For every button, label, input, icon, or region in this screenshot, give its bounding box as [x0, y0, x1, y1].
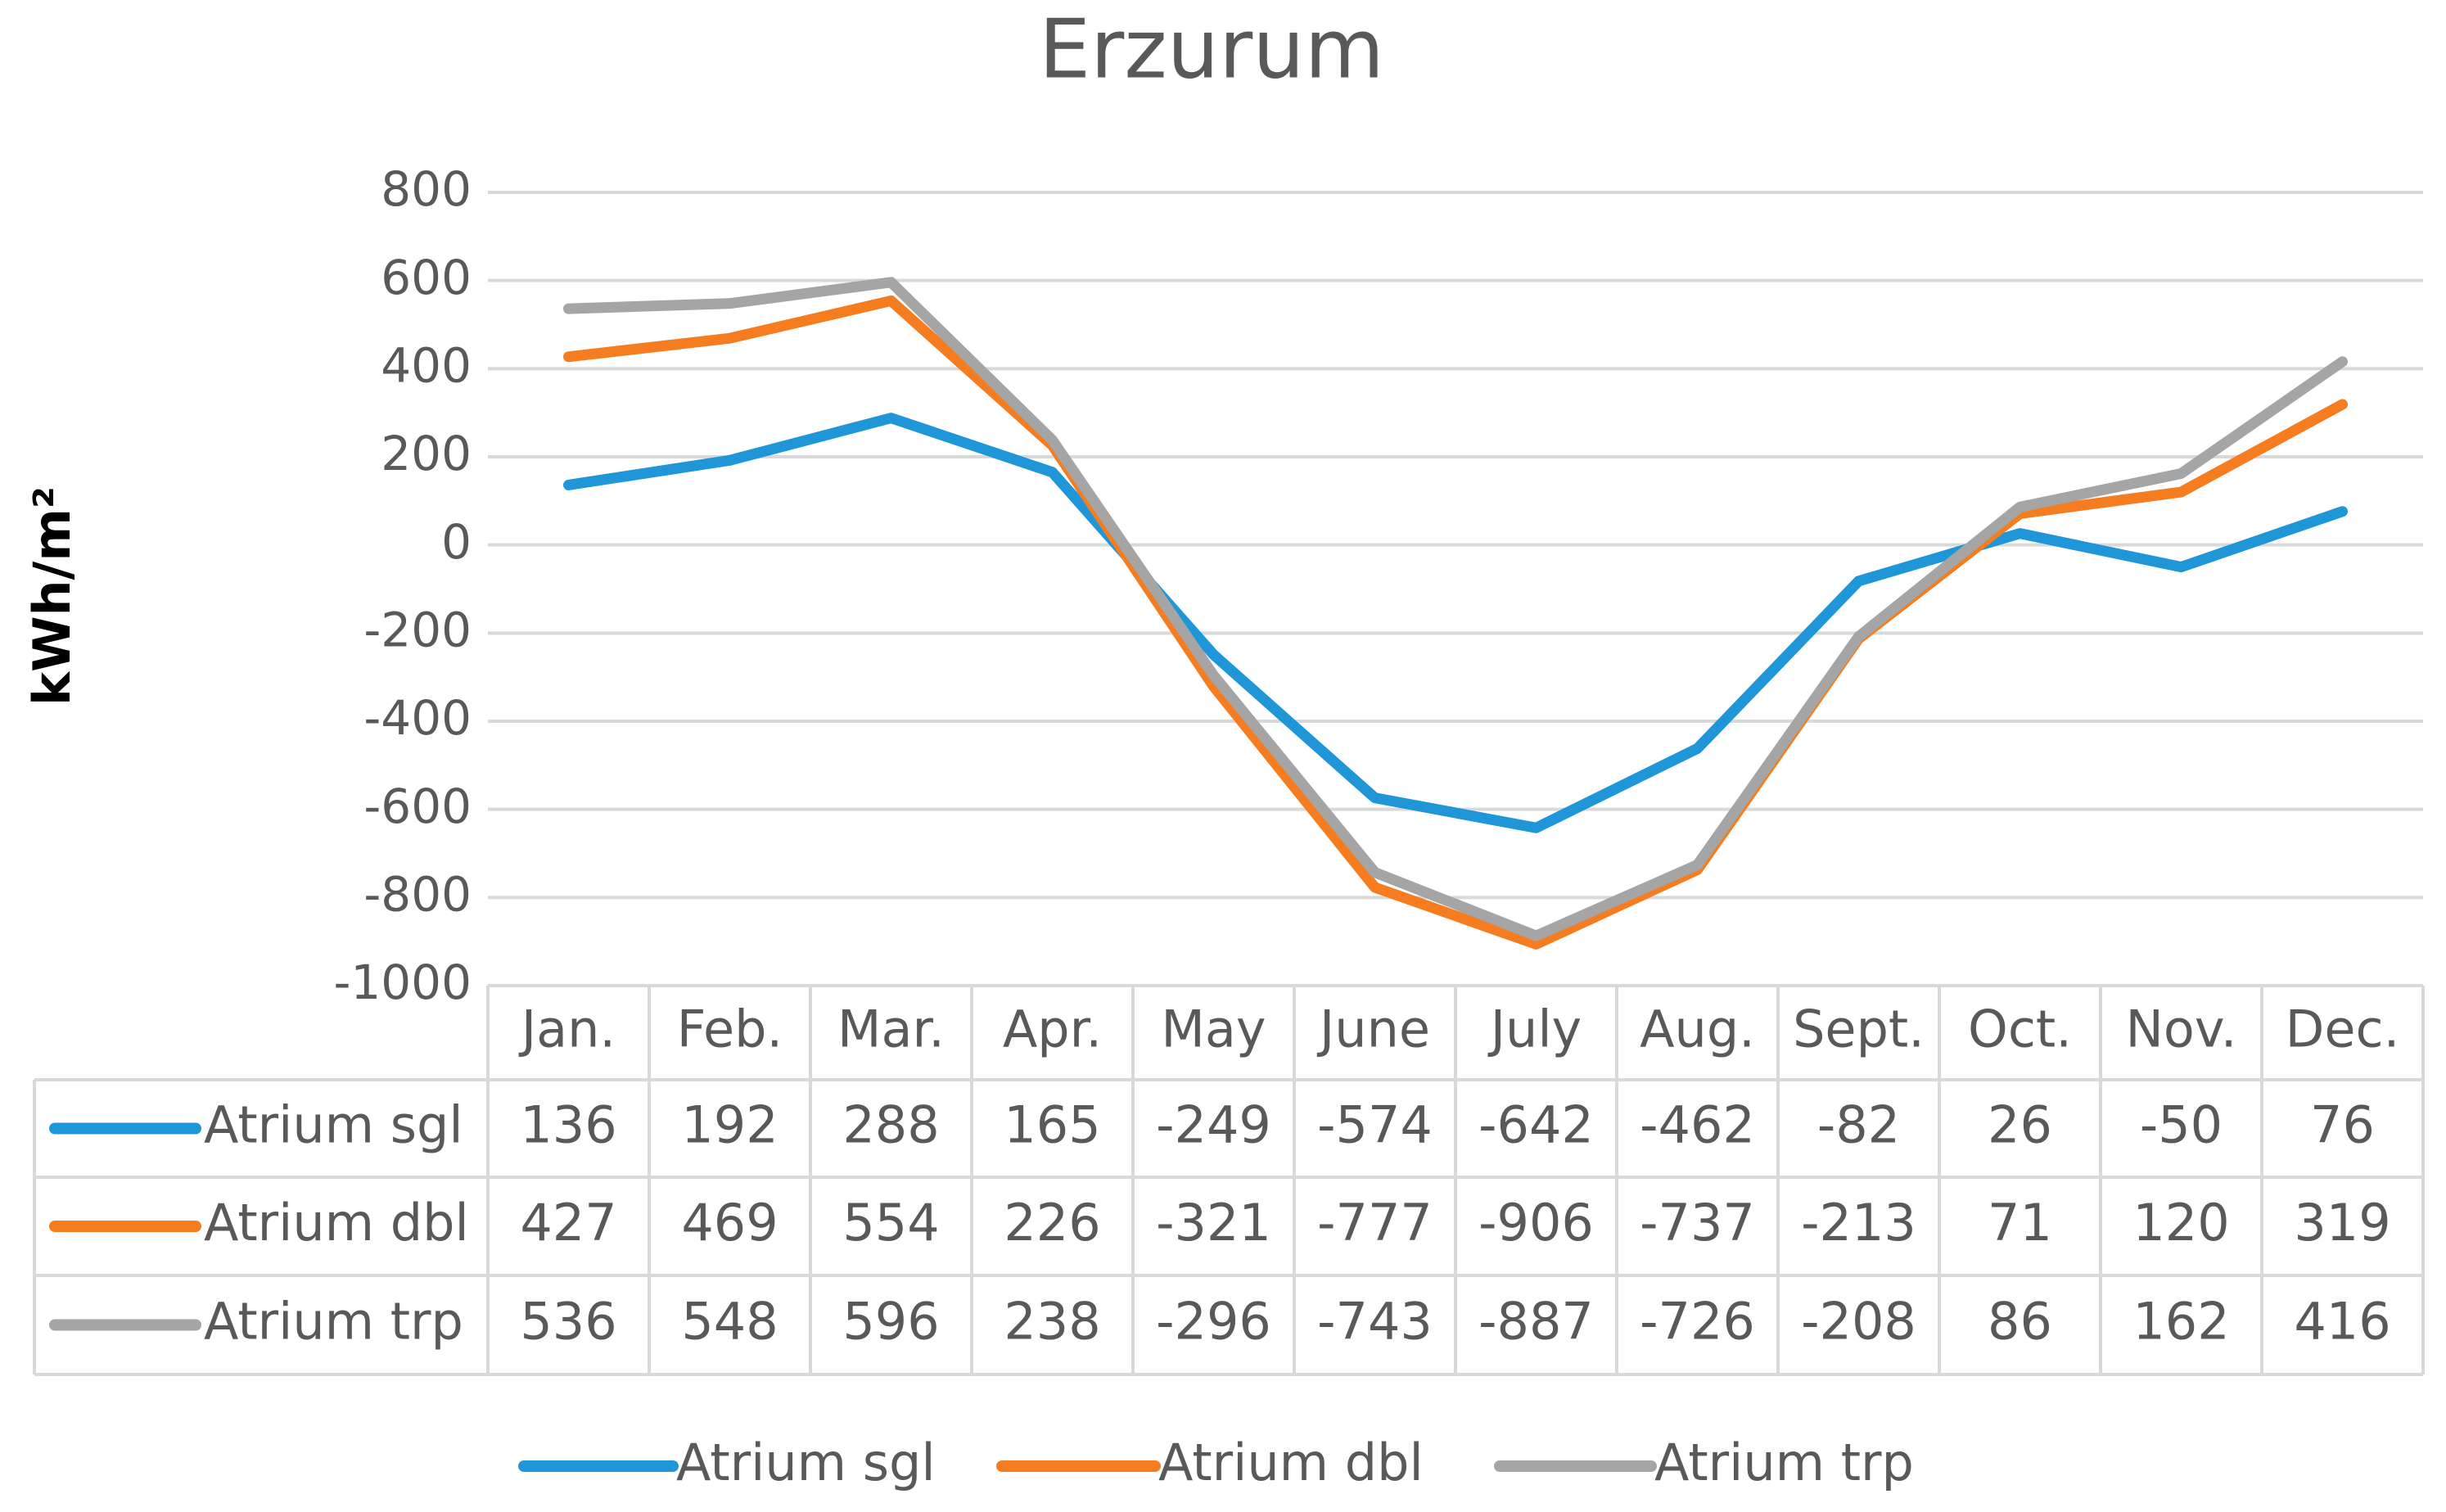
table-row-label: Atrium sgl	[204, 1095, 463, 1155]
y-tick-label: 800	[381, 161, 472, 217]
table-value: 416	[2294, 1292, 2390, 1352]
table-value: -296	[1156, 1292, 1271, 1352]
table-value: -574	[1317, 1095, 1433, 1155]
x-tick-label: Feb.	[677, 1000, 783, 1059]
table-value: -737	[1640, 1193, 1755, 1252]
table-value: 319	[2294, 1193, 2390, 1252]
table-value: -249	[1156, 1095, 1271, 1155]
series-line	[563, 277, 2348, 941]
table-row-label: Atrium trp	[204, 1292, 463, 1352]
table-value: 120	[2132, 1193, 2229, 1252]
table-value: -743	[1317, 1292, 1433, 1352]
series-line	[563, 413, 2348, 833]
table-value: -321	[1156, 1193, 1271, 1252]
table-value: -906	[1478, 1193, 1594, 1252]
y-tick-label: -200	[363, 602, 472, 657]
y-tick-label: 400	[381, 337, 472, 393]
table-value: 536	[520, 1292, 616, 1352]
table-value: 76	[2310, 1095, 2375, 1155]
x-tick-label: Aug.	[1640, 1000, 1755, 1059]
table-value: -208	[1801, 1292, 1916, 1352]
table-value: 288	[842, 1095, 939, 1155]
table-value: -887	[1478, 1292, 1594, 1352]
table-value: -642	[1478, 1095, 1594, 1155]
y-tick-label: -400	[363, 690, 472, 746]
table-value: 86	[1988, 1292, 2052, 1352]
series-line	[563, 295, 2348, 950]
legend-label: Atrium trp	[1654, 1433, 1914, 1492]
x-tick-label: Jan.	[518, 1000, 616, 1059]
y-tick-label: 600	[381, 250, 472, 305]
table-value: 162	[2132, 1292, 2229, 1352]
y-tick-label: -1000	[333, 955, 472, 1010]
x-tick-label: Sept.	[1793, 1000, 1925, 1059]
x-tick-label: June	[1316, 1000, 1430, 1059]
x-tick-label: May	[1161, 1000, 1266, 1059]
x-tick-label: Apr.	[1003, 1000, 1102, 1059]
table-value: -462	[1640, 1095, 1755, 1155]
legend-label: Atrium sgl	[676, 1433, 936, 1492]
chart-title: Erzurum	[1039, 1, 1384, 97]
table-row-label: Atrium dbl	[204, 1193, 469, 1252]
x-tick-label: Mar.	[837, 1000, 945, 1059]
table-value: -213	[1801, 1193, 1916, 1252]
x-tick-label: July	[1487, 1000, 1582, 1059]
table-value: 192	[681, 1095, 778, 1155]
table-value: -726	[1640, 1292, 1755, 1352]
table-value: 26	[1988, 1095, 2052, 1155]
table-value: -777	[1317, 1193, 1433, 1252]
table-value: 71	[1988, 1193, 2052, 1252]
table-value: 427	[520, 1193, 616, 1252]
y-tick-label: 200	[381, 426, 472, 481]
y-tick-label: -600	[363, 779, 472, 834]
table-value: 596	[842, 1292, 939, 1352]
table-value: 238	[1004, 1292, 1100, 1352]
x-tick-label: Dec.	[2286, 1000, 2400, 1059]
y-tick-label: 0	[441, 514, 472, 570]
table-value: 165	[1004, 1095, 1100, 1155]
legend-label: Atrium dbl	[1158, 1433, 1424, 1492]
table-value: 548	[681, 1292, 778, 1352]
x-tick-label: Oct.	[1968, 1000, 2072, 1059]
table-value: 554	[842, 1193, 939, 1252]
table-value: -82	[1817, 1095, 1900, 1155]
x-tick-label: Nov.	[2126, 1000, 2237, 1059]
table-value: -50	[2140, 1095, 2223, 1155]
table-value: 469	[681, 1193, 778, 1252]
table-value: 226	[1004, 1193, 1100, 1252]
table-value: 136	[520, 1095, 616, 1155]
y-tick-label: -800	[363, 866, 472, 922]
y-axis-label: kWh/m²	[22, 486, 82, 706]
